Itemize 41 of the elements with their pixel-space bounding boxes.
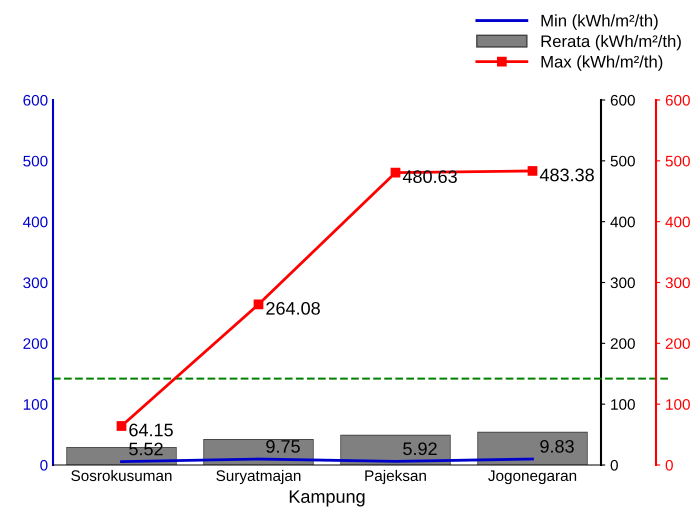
y3-tick-label: 500 bbox=[666, 156, 690, 167]
point bbox=[116, 421, 126, 431]
x-tick-label: Jogonegaran bbox=[488, 470, 576, 484]
data-label: 483.38 bbox=[540, 168, 594, 182]
y-tick-label: 300 bbox=[23, 277, 48, 288]
bar bbox=[477, 432, 588, 465]
data-label: 5.92 bbox=[403, 442, 437, 456]
x-tick-label: Pajeksan bbox=[365, 470, 426, 484]
y2-tick-label: 300 bbox=[610, 277, 635, 288]
x-tick-label: Suryatmajan bbox=[216, 470, 300, 484]
y-tick-label: 100 bbox=[24, 399, 48, 410]
y3-tick-label: 300 bbox=[666, 277, 690, 288]
y-tick-label: 0 bbox=[40, 460, 48, 471]
y2-tick-label: 400 bbox=[610, 216, 635, 228]
data-label: 9.75 bbox=[266, 440, 300, 453]
legend-label: Rerata (kWh/m²/th) bbox=[542, 34, 681, 50]
y2-tick-label: 600 bbox=[610, 94, 635, 106]
y-tick-label: 400 bbox=[23, 216, 48, 228]
y2-tick-label: 500 bbox=[610, 156, 635, 167]
data-label: 264.08 bbox=[266, 302, 320, 315]
point bbox=[528, 166, 538, 176]
legend-label: Max (kWh/m²/th) bbox=[542, 55, 662, 71]
y3-tick-label: 100 bbox=[666, 399, 690, 410]
point bbox=[254, 299, 264, 310]
y2-tick-label: 200 bbox=[610, 338, 635, 350]
point bbox=[390, 168, 400, 178]
data-label: 480.63 bbox=[402, 170, 457, 184]
y3-tick-label: 200 bbox=[666, 338, 690, 350]
y-tick-label: 500 bbox=[23, 156, 48, 167]
y2-tick-label: 0 bbox=[610, 460, 618, 471]
y3-tick-label: 400 bbox=[665, 216, 690, 228]
y3-tick-label: 600 bbox=[666, 94, 690, 106]
y3-tick-label: 0 bbox=[666, 460, 673, 471]
y2-tick-label: 100 bbox=[611, 399, 635, 410]
x-axis-title: Kampung bbox=[290, 490, 364, 506]
data-label: 9.83 bbox=[540, 440, 574, 453]
x-tick-label: Sosrokusuman bbox=[71, 470, 172, 482]
data-label: 64.15 bbox=[129, 424, 173, 436]
legend-label: Min (kWh/m²/th) bbox=[542, 14, 658, 30]
y-tick-label: 200 bbox=[23, 338, 48, 350]
y-tick-label: 600 bbox=[23, 94, 48, 106]
